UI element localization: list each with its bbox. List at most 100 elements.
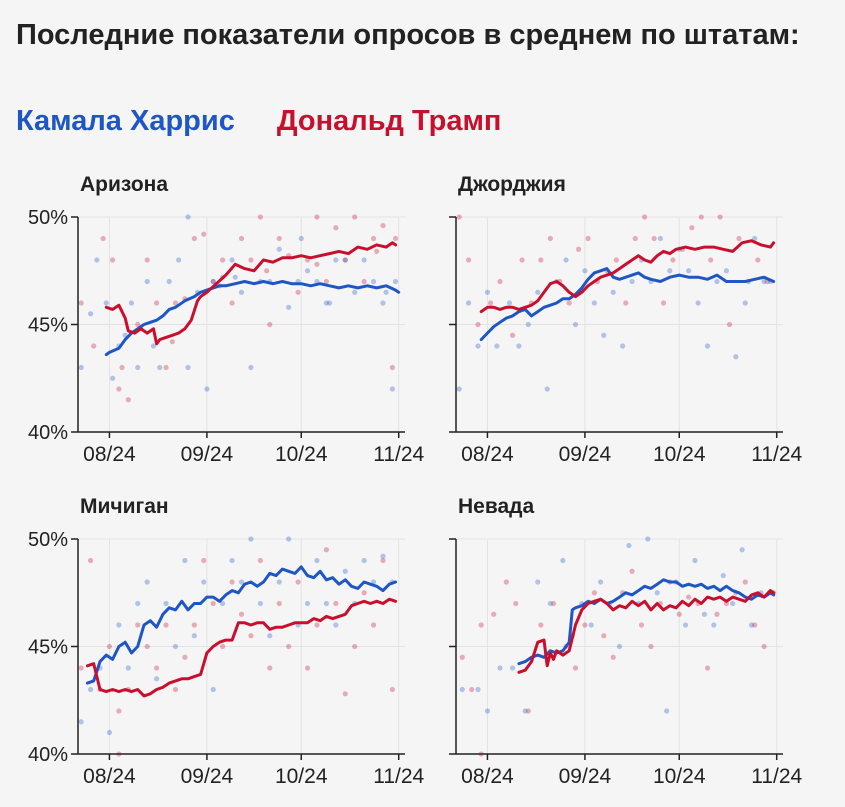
trump-poll-dot xyxy=(116,386,122,392)
harris-poll-dot xyxy=(701,611,707,617)
harris-poll-dot xyxy=(547,600,553,607)
x-tick-label: 11/24 xyxy=(751,765,802,788)
trump-poll-dot xyxy=(106,643,113,650)
harris-poll-dot xyxy=(616,643,623,650)
trump-poll-dot xyxy=(257,557,263,564)
harris-poll-dot xyxy=(620,343,626,349)
trump-poll-dot xyxy=(78,665,84,671)
trump-poll-dot xyxy=(276,600,282,607)
harris-poll-dot xyxy=(314,557,320,564)
harris-poll-dot xyxy=(525,321,531,328)
harris-poll-dot xyxy=(686,268,692,274)
trump-poll-dot xyxy=(191,622,197,628)
trump-poll-dot xyxy=(374,248,380,254)
trump-poll-dot xyxy=(572,665,579,671)
harris-poll-dot xyxy=(654,590,660,596)
harris-poll-dot xyxy=(210,278,216,285)
trump-poll-dot xyxy=(629,568,635,574)
x-tick-label: 08/24 xyxy=(461,443,514,466)
trump-poll-dot xyxy=(623,300,629,306)
harris-poll-dot xyxy=(465,300,472,306)
harris-poll-dot xyxy=(497,665,503,671)
trump-poll-dot xyxy=(295,579,301,585)
harris-poll-dot xyxy=(238,289,245,295)
trump-poll-dot xyxy=(135,622,141,628)
trump-poll-dot xyxy=(295,289,301,295)
trump-poll-dot xyxy=(370,235,377,242)
x-tick-label: 10/24 xyxy=(275,443,328,466)
harris-poll-dot xyxy=(522,708,528,714)
harris-poll-dot xyxy=(94,257,100,263)
harris-poll-dot xyxy=(157,364,163,371)
harris-poll-dot xyxy=(475,343,481,349)
harris-poll-dot xyxy=(361,557,367,564)
y-tick-label: 45% xyxy=(28,315,68,337)
y-tick-label: 45% xyxy=(28,637,68,659)
harris-poll-dot xyxy=(629,278,635,285)
trump-poll-dot xyxy=(191,235,197,242)
harris-poll-dot xyxy=(392,278,399,285)
harris-poll-dot xyxy=(135,364,141,371)
trump-poll-dot xyxy=(613,257,619,263)
panel-title: Аризона xyxy=(80,173,168,196)
harris-poll-dot xyxy=(150,343,157,349)
harris-poll-dot xyxy=(220,600,226,607)
trump-poll-dot xyxy=(660,300,667,306)
trump-poll-dot xyxy=(116,708,122,714)
trump-poll-dot xyxy=(459,654,465,660)
harris-poll-dot xyxy=(682,622,689,628)
trump-poll-dot xyxy=(342,257,348,263)
trump-poll-dot xyxy=(714,611,720,617)
trump-poll-dot xyxy=(229,579,235,585)
trump-poll-dot xyxy=(538,622,544,628)
x-tick-label: 10/24 xyxy=(653,443,706,466)
harris-poll-dot xyxy=(733,354,739,360)
trump-poll-dot xyxy=(717,214,723,220)
trump-poll-dot xyxy=(752,622,758,628)
trump-poll-dot xyxy=(201,557,207,564)
harris-poll-dot xyxy=(298,235,304,242)
trump-poll-dot xyxy=(352,214,358,220)
trump-poll-dot xyxy=(144,643,150,650)
panel-title: Джорджия xyxy=(458,173,566,196)
trump-poll-dot xyxy=(370,622,377,628)
harris-poll-dot xyxy=(210,686,216,693)
trump-poll-dot xyxy=(210,278,216,285)
trump-poll-dot xyxy=(513,600,519,607)
trump-average-line xyxy=(479,239,776,314)
harris-poll-dot xyxy=(704,343,711,349)
trump-poll-dot xyxy=(264,268,270,274)
harris-poll-dot xyxy=(739,547,745,553)
panel-title: Невада xyxy=(458,495,534,518)
harris-poll-dot xyxy=(109,375,116,381)
panel-title: Мичиган xyxy=(80,495,169,518)
harris-poll-dot xyxy=(711,622,717,628)
harris-poll-dot xyxy=(229,557,235,564)
trump-average-line xyxy=(104,241,398,346)
trump-poll-dot xyxy=(323,547,329,553)
trump-poll-dot xyxy=(456,214,462,220)
harris-poll-dot xyxy=(87,686,94,693)
trump-poll-dot xyxy=(163,622,169,628)
trump-poll-dot xyxy=(276,235,282,242)
trump-average-line xyxy=(517,589,776,674)
harris-poll-dot xyxy=(563,257,569,263)
trump-poll-dot xyxy=(698,214,704,220)
harris-poll-dot xyxy=(723,268,730,274)
harris-poll-dot xyxy=(185,364,191,371)
harris-poll-dot xyxy=(352,289,358,295)
harris-poll-dot xyxy=(509,665,516,671)
legend-trump: Дональд Трамп xyxy=(276,105,502,137)
trump-poll-dot xyxy=(525,708,531,714)
harris-poll-dot xyxy=(229,257,235,263)
trump-poll-dot xyxy=(100,235,106,242)
trump-poll-dot xyxy=(248,633,254,639)
harris-poll-dot xyxy=(645,536,651,542)
x-tick-label: 09/24 xyxy=(181,443,234,466)
harris-poll-dot xyxy=(752,235,758,242)
x-tick-label: 08/24 xyxy=(83,765,136,788)
trump-poll-dot xyxy=(642,214,648,220)
harris-average-line xyxy=(479,267,776,342)
trump-poll-dot xyxy=(286,643,292,650)
trump-poll-dot xyxy=(632,235,638,242)
